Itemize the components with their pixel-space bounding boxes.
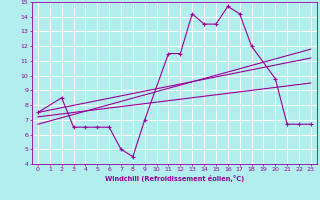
X-axis label: Windchill (Refroidissement éolien,°C): Windchill (Refroidissement éolien,°C) xyxy=(105,175,244,182)
